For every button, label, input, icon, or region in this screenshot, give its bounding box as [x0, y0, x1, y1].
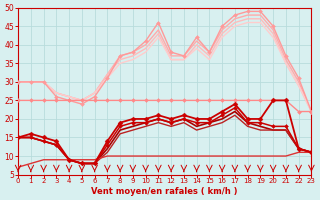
X-axis label: Vent moyen/en rafales ( km/h ): Vent moyen/en rafales ( km/h )	[92, 187, 238, 196]
